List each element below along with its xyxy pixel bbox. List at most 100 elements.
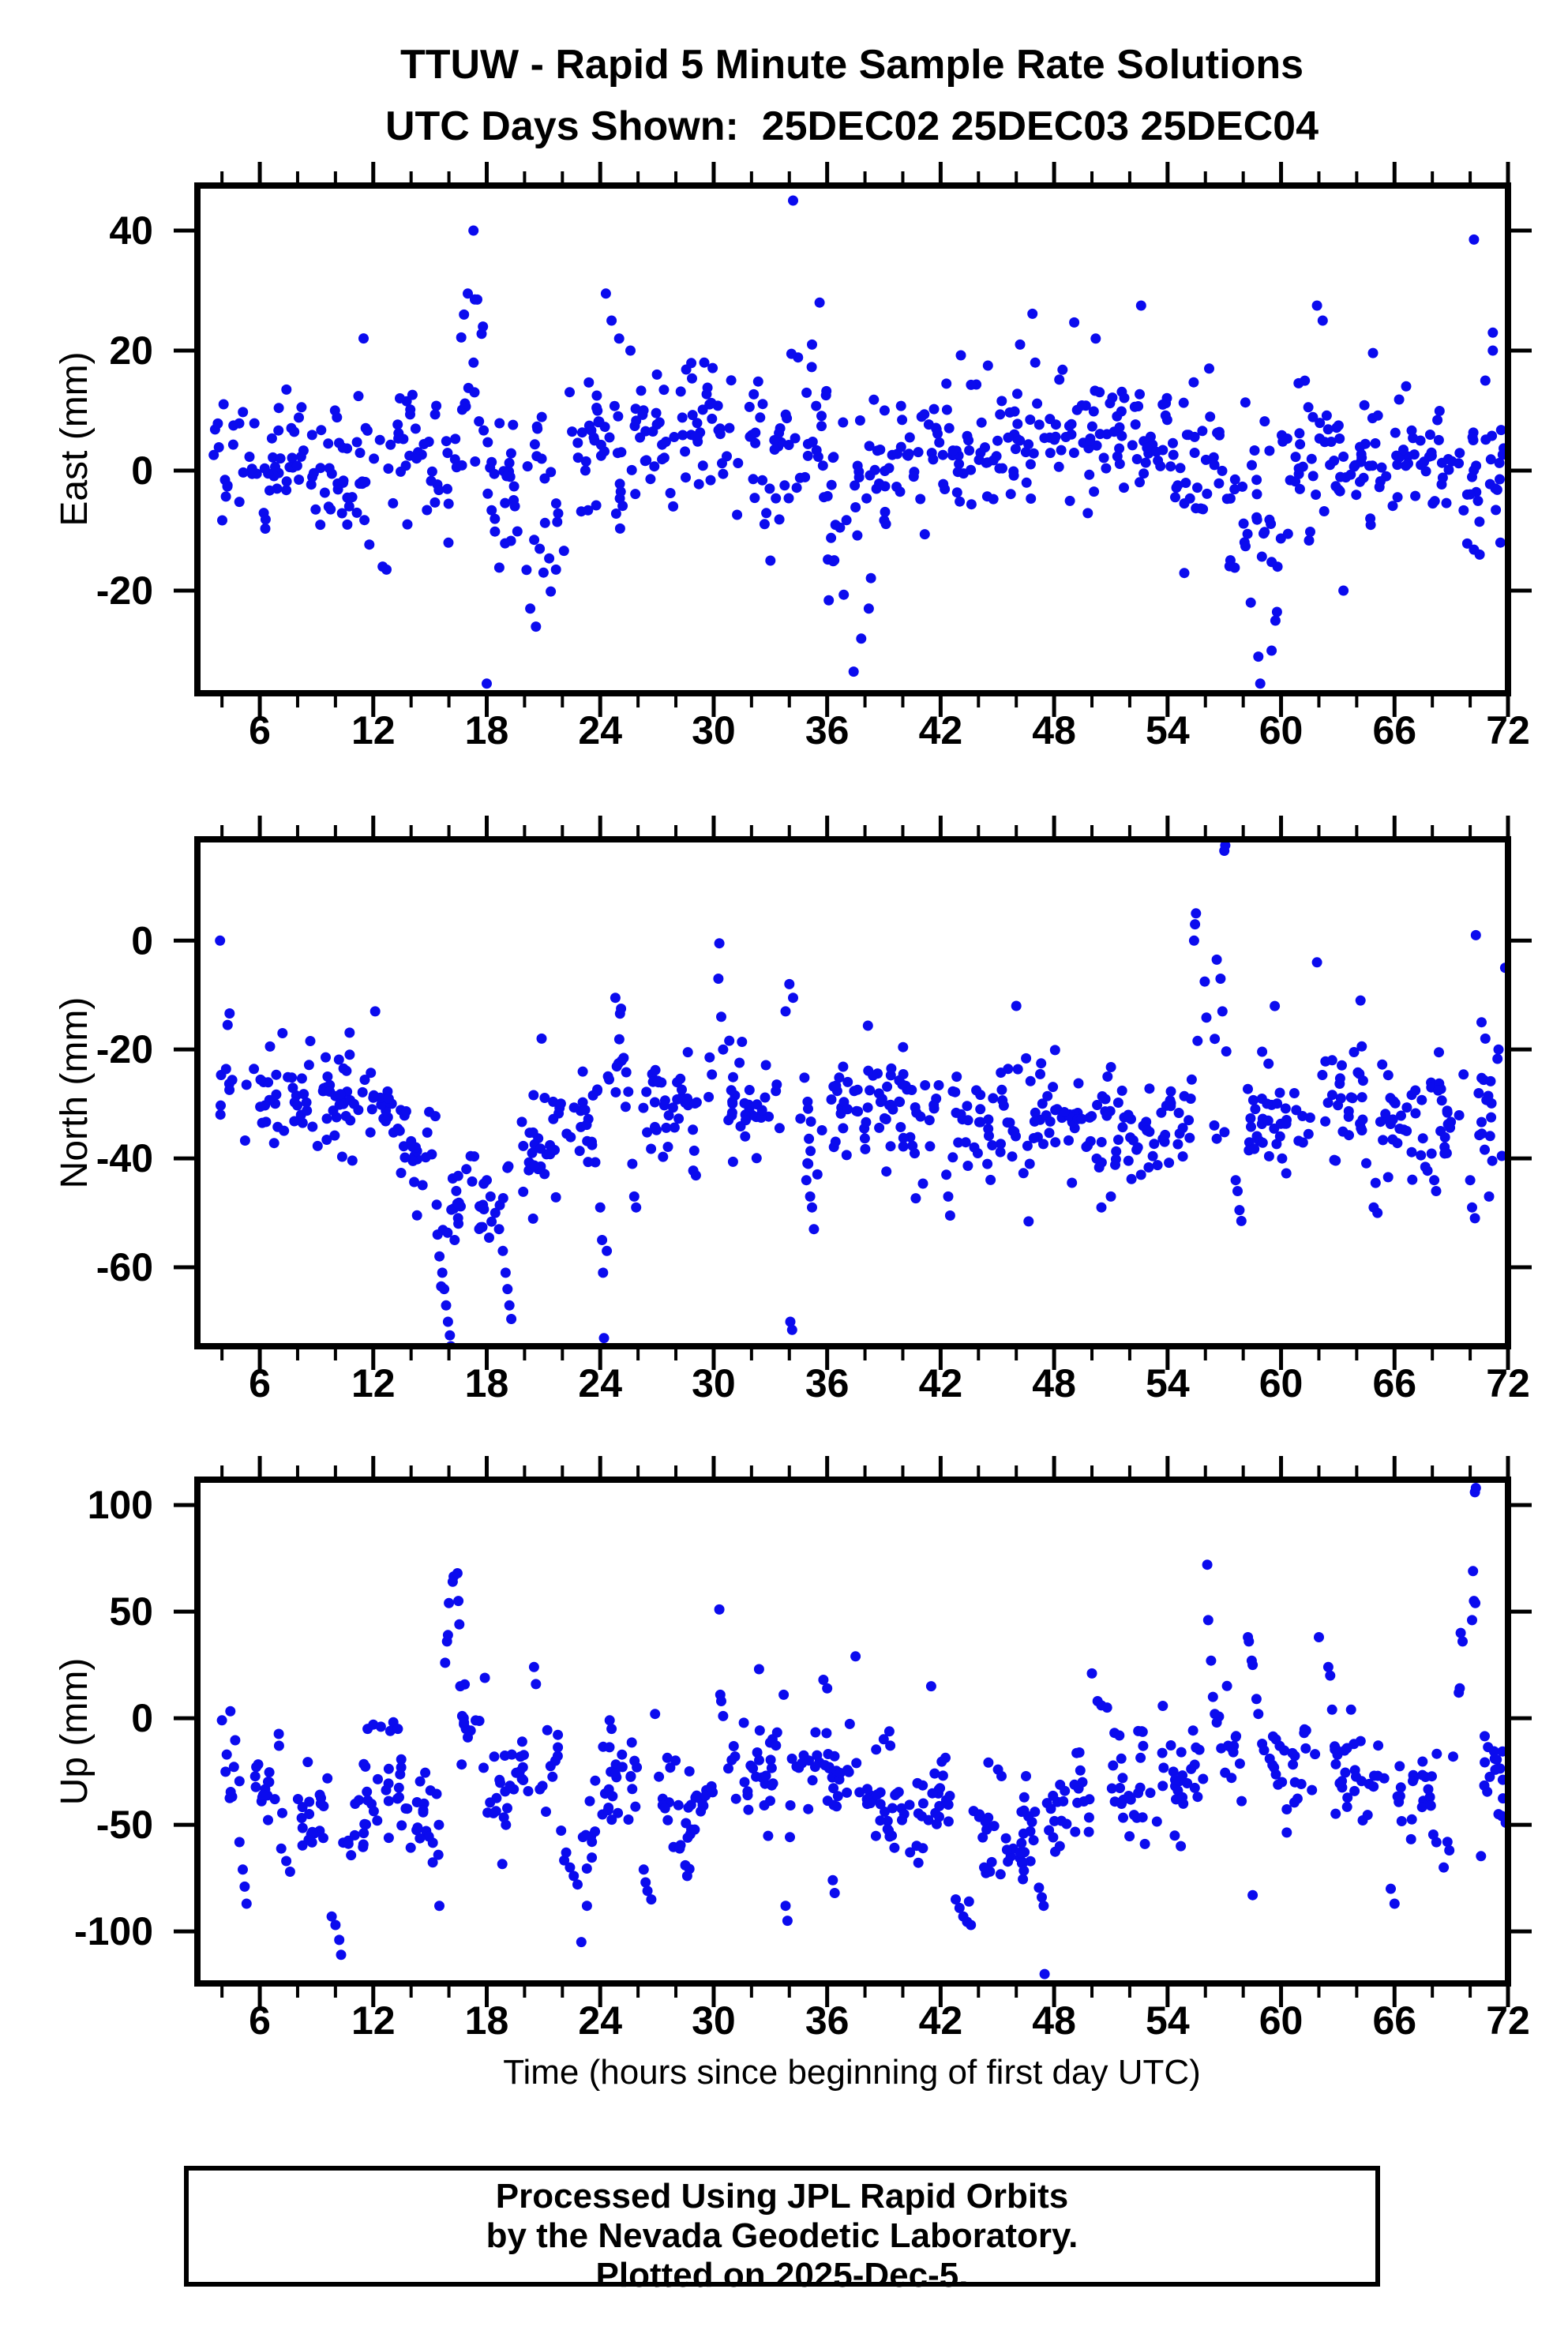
data-point	[1272, 1098, 1283, 1109]
data-point	[613, 1807, 624, 1818]
data-point	[749, 493, 760, 504]
data-point	[1132, 1142, 1143, 1153]
data-point	[1329, 1154, 1340, 1165]
data-point	[650, 1064, 661, 1075]
data-point	[760, 1770, 771, 1781]
data-point	[980, 1816, 991, 1827]
data-point	[1432, 415, 1443, 426]
data-point	[617, 501, 628, 512]
data-point	[863, 1065, 874, 1076]
data-point	[1181, 430, 1192, 441]
data-point	[1289, 1088, 1300, 1098]
data-point	[315, 463, 326, 474]
data-point	[1138, 1740, 1149, 1751]
data-point	[257, 1117, 268, 1128]
data-point	[590, 1157, 601, 1168]
data-point	[1480, 1757, 1491, 1768]
data-point	[1467, 471, 1477, 482]
data-point	[801, 1175, 812, 1186]
data-point	[617, 1749, 628, 1760]
data-point	[1243, 1083, 1253, 1094]
data-point	[1367, 347, 1379, 358]
data-point	[227, 439, 238, 450]
data-point	[490, 1806, 501, 1817]
data-point	[610, 993, 621, 1004]
data-point	[1118, 1812, 1128, 1823]
data-point	[1169, 1774, 1180, 1785]
data-point	[1049, 1045, 1060, 1056]
data-point	[982, 1158, 993, 1169]
data-point	[1005, 489, 1016, 500]
data-point	[891, 482, 902, 492]
data-point	[478, 1762, 489, 1773]
data-point	[1320, 1116, 1331, 1127]
data-point	[1429, 1175, 1440, 1186]
data-point	[1401, 1125, 1412, 1136]
data-point	[802, 450, 813, 461]
data-point	[396, 1820, 407, 1831]
data-point	[606, 315, 617, 326]
data-point	[1251, 512, 1262, 523]
data-point	[489, 468, 500, 479]
data-point	[995, 1146, 1006, 1158]
data-point	[266, 433, 277, 444]
data-point	[1076, 1113, 1087, 1124]
data-point	[1135, 1782, 1146, 1793]
data-point	[701, 388, 712, 400]
data-point	[1073, 1078, 1084, 1089]
data-point	[646, 1894, 657, 1905]
x-tick-label: 18	[465, 708, 509, 752]
data-point	[1405, 1833, 1416, 1844]
data-point	[1349, 1047, 1360, 1057]
data-point	[375, 1721, 386, 1732]
data-point	[1251, 475, 1262, 486]
data-point	[583, 1157, 594, 1168]
data-point	[951, 487, 962, 498]
x-tick-label: 18	[465, 1998, 509, 2043]
data-point	[238, 407, 249, 418]
data-point	[786, 1753, 797, 1764]
data-point	[325, 504, 336, 515]
data-point	[281, 384, 292, 395]
data-point	[915, 493, 926, 505]
data-point	[618, 1053, 629, 1064]
data-point	[495, 1777, 505, 1788]
data-point	[1394, 394, 1405, 405]
data-point	[294, 412, 304, 423]
data-point	[1406, 1814, 1417, 1825]
data-point	[852, 530, 863, 541]
data-point	[621, 1067, 632, 1078]
data-point	[1012, 1064, 1023, 1075]
data-point	[1078, 1796, 1090, 1807]
data-point	[885, 1740, 896, 1751]
data-point	[433, 1819, 445, 1830]
data-point	[1045, 414, 1056, 425]
data-point	[651, 407, 662, 418]
data-point	[1189, 1759, 1200, 1770]
data-point	[335, 1089, 346, 1100]
data-point	[871, 1744, 882, 1755]
data-point	[673, 1113, 685, 1124]
data-point	[362, 1795, 373, 1806]
data-point	[1345, 469, 1356, 480]
data-point	[1322, 1661, 1334, 1672]
data-point	[645, 474, 656, 485]
data-point	[1022, 1140, 1033, 1151]
data-point	[471, 1715, 481, 1726]
data-point	[912, 1777, 923, 1788]
data-point	[1057, 364, 1068, 375]
data-point	[587, 1852, 598, 1863]
data-point	[606, 1724, 617, 1735]
data-point	[662, 1814, 673, 1826]
data-point	[1098, 452, 1109, 463]
data-point	[1158, 1762, 1169, 1773]
data-point	[616, 1004, 627, 1014]
data-point	[468, 357, 479, 368]
data-point	[917, 1178, 928, 1189]
data-point	[1210, 1709, 1221, 1720]
data-point	[1293, 1135, 1304, 1146]
data-point	[1263, 1058, 1274, 1069]
data-point	[289, 426, 300, 437]
data-point	[782, 1916, 793, 1927]
